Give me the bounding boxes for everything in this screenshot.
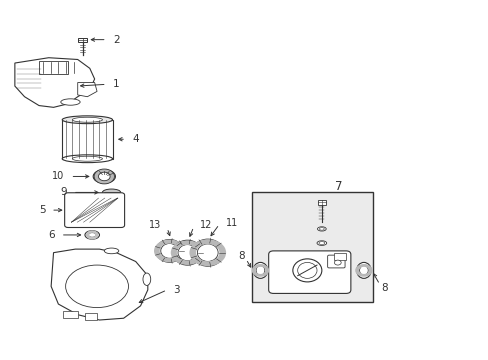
Text: 9: 9 (61, 188, 67, 197)
Text: 8: 8 (381, 283, 387, 293)
Ellipse shape (61, 99, 80, 105)
Ellipse shape (173, 240, 202, 265)
Wedge shape (354, 264, 372, 277)
Ellipse shape (104, 248, 119, 254)
Ellipse shape (317, 227, 325, 231)
Ellipse shape (142, 273, 150, 285)
Bar (317, 200, 325, 205)
Text: 12: 12 (200, 220, 212, 230)
Ellipse shape (297, 262, 316, 278)
Polygon shape (15, 58, 95, 107)
Text: 10: 10 (52, 171, 64, 181)
Ellipse shape (65, 265, 128, 307)
FancyBboxPatch shape (327, 255, 345, 268)
Text: 3: 3 (173, 285, 180, 295)
Text: 13: 13 (149, 220, 161, 230)
Bar (85, 313, 97, 320)
Ellipse shape (62, 116, 112, 123)
Bar (78, 37, 87, 42)
Ellipse shape (256, 266, 264, 275)
Text: 6: 6 (48, 230, 55, 240)
Circle shape (334, 260, 341, 265)
Text: 7: 7 (334, 180, 342, 193)
Ellipse shape (62, 155, 112, 163)
Ellipse shape (102, 189, 121, 196)
Ellipse shape (253, 262, 267, 278)
Wedge shape (154, 239, 185, 262)
Ellipse shape (191, 239, 223, 266)
Wedge shape (170, 240, 203, 265)
Ellipse shape (72, 156, 102, 161)
Ellipse shape (316, 241, 326, 246)
Text: 1: 1 (113, 79, 120, 89)
FancyBboxPatch shape (268, 251, 350, 293)
Bar (63, 311, 78, 318)
Ellipse shape (161, 243, 178, 258)
Ellipse shape (93, 170, 115, 183)
Ellipse shape (292, 259, 321, 282)
Polygon shape (78, 82, 97, 97)
Ellipse shape (356, 262, 370, 278)
Ellipse shape (88, 233, 96, 237)
Polygon shape (51, 249, 147, 320)
Bar (39, 61, 68, 74)
Wedge shape (251, 264, 268, 277)
Bar (333, 253, 346, 260)
Wedge shape (94, 169, 114, 184)
Wedge shape (189, 239, 225, 266)
Ellipse shape (72, 117, 102, 122)
Ellipse shape (156, 239, 183, 262)
Ellipse shape (178, 244, 197, 261)
Ellipse shape (85, 231, 99, 239)
Wedge shape (86, 230, 98, 239)
Ellipse shape (197, 244, 218, 261)
Ellipse shape (318, 242, 324, 244)
Text: 4: 4 (132, 134, 139, 144)
Text: 11: 11 (225, 218, 238, 228)
Text: 2: 2 (113, 35, 120, 45)
Bar (62, 120, 112, 159)
Ellipse shape (319, 228, 324, 230)
Text: 8: 8 (237, 251, 244, 261)
Ellipse shape (359, 266, 367, 275)
Bar (251, 192, 372, 302)
FancyBboxPatch shape (64, 193, 124, 228)
Text: 5: 5 (39, 205, 45, 215)
